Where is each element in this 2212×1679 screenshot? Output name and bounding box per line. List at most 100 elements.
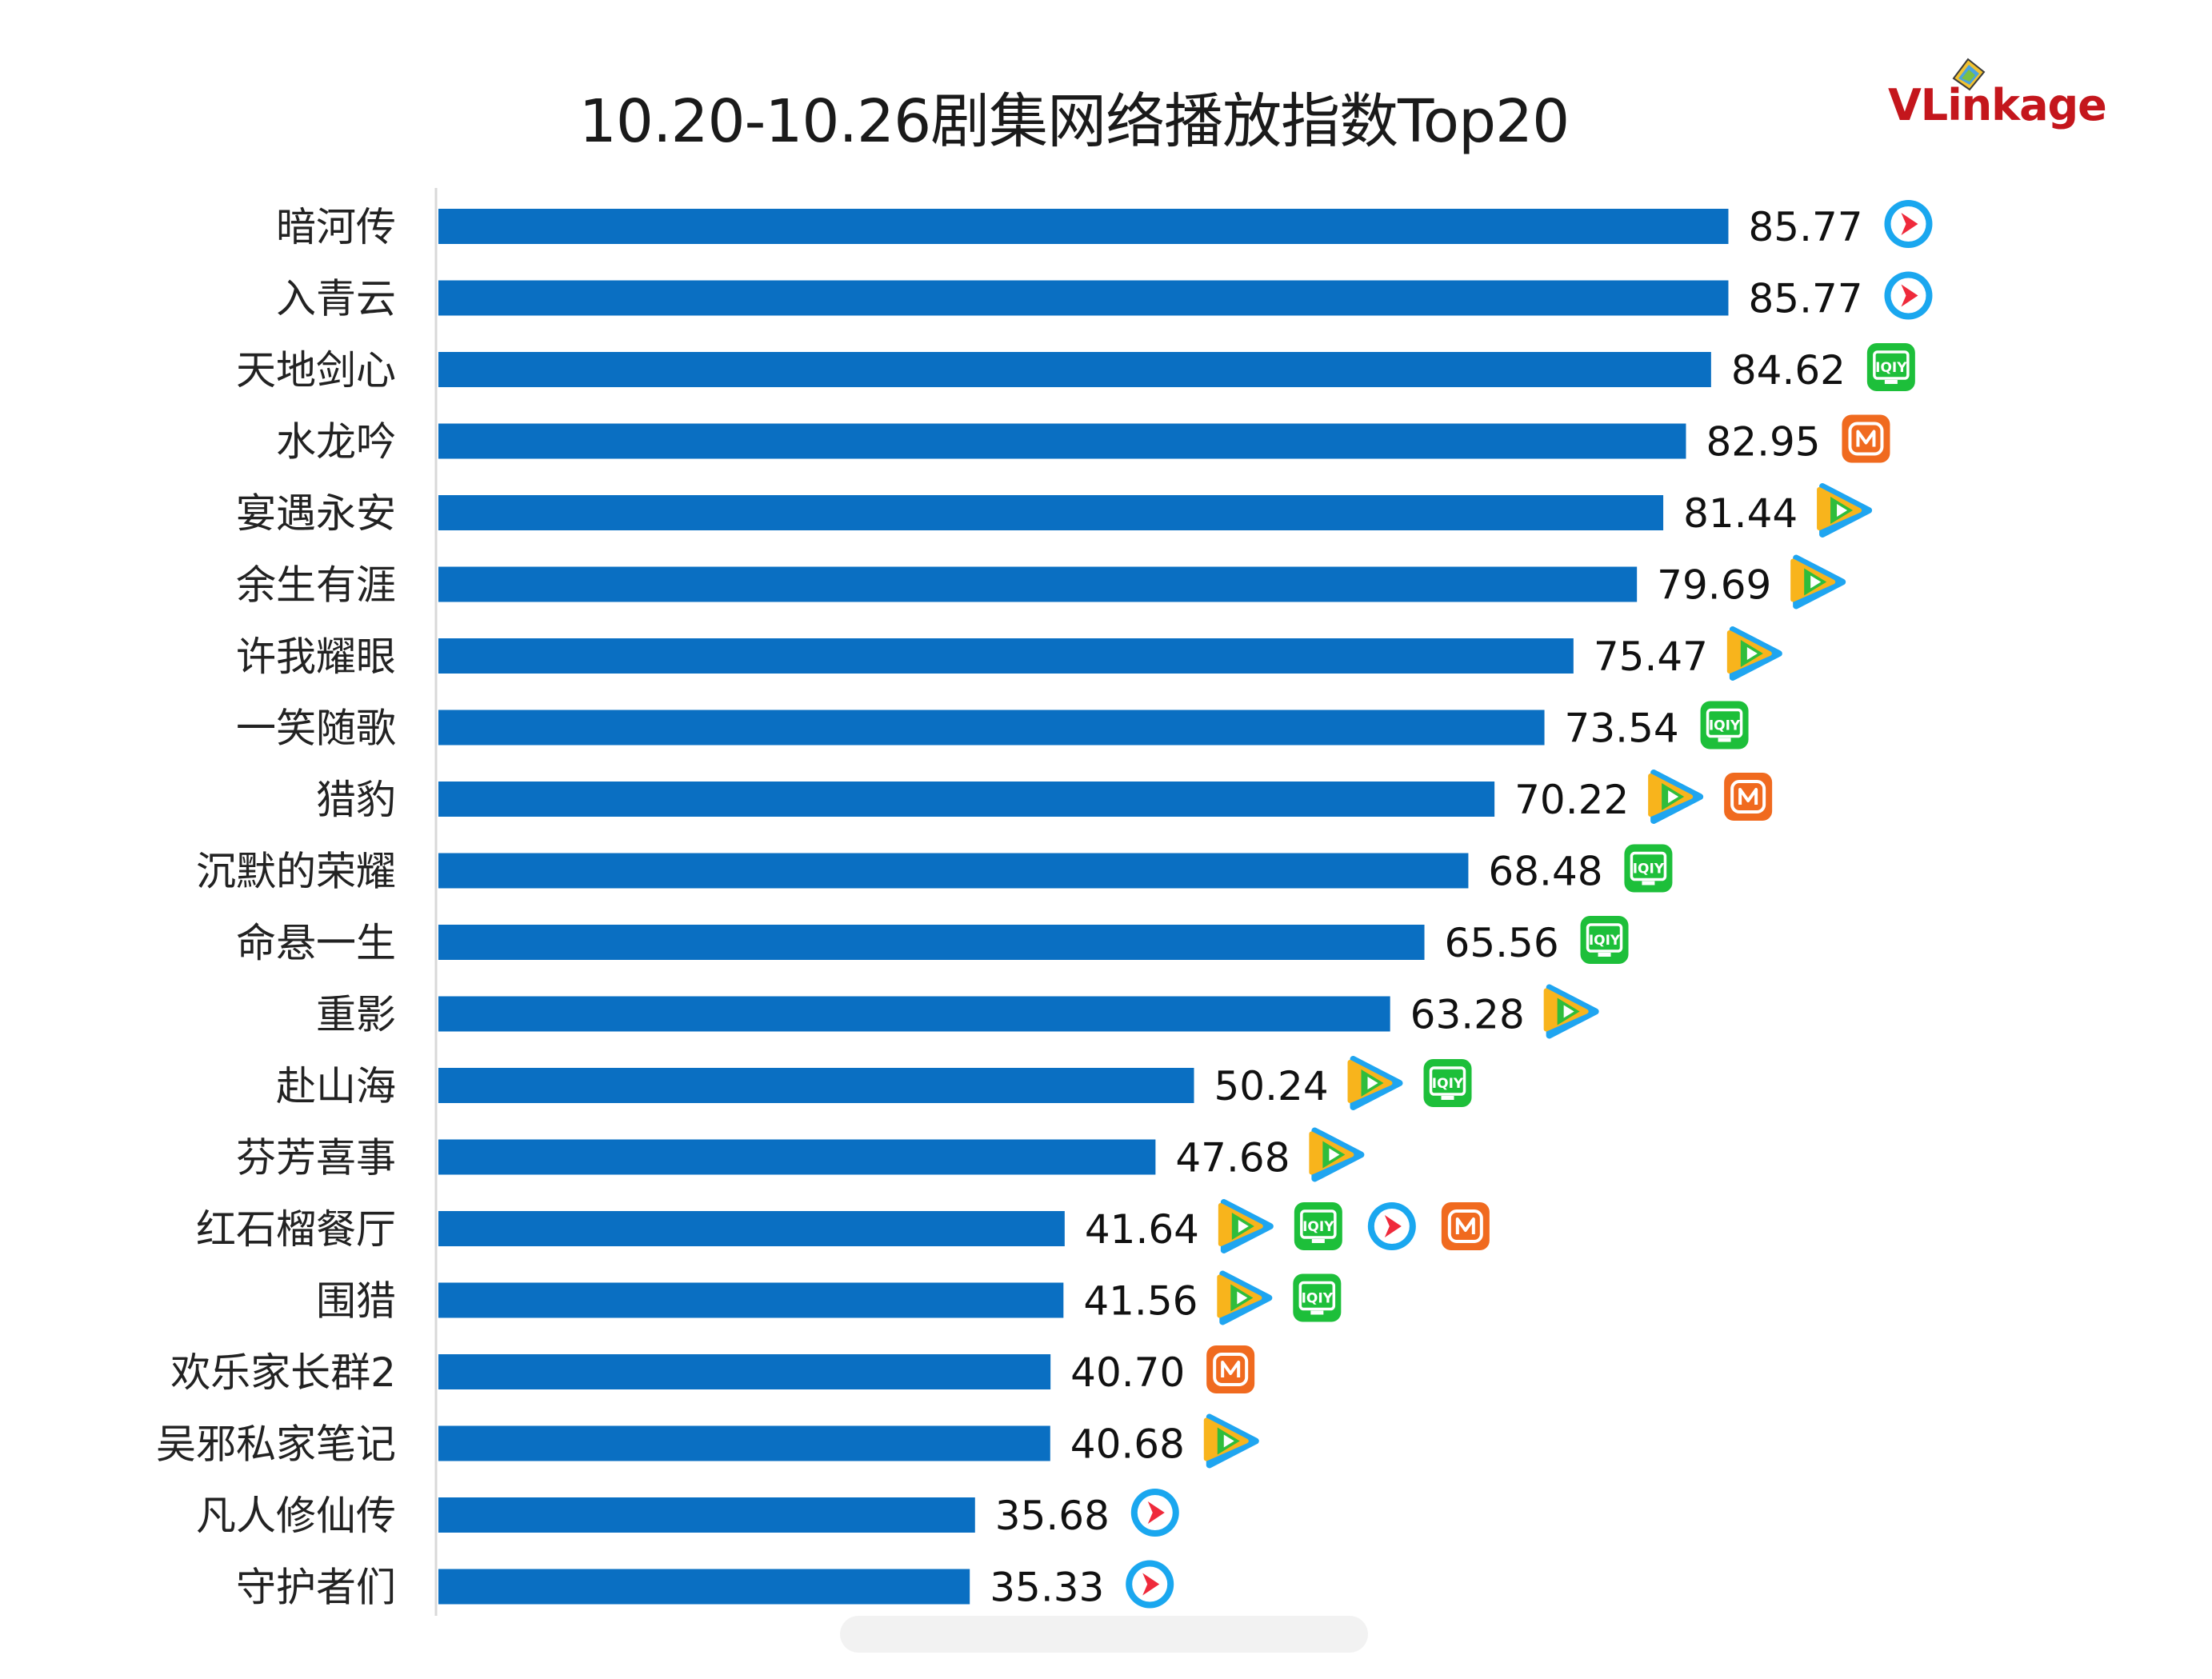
- youku-icon: [1130, 1489, 1179, 1537]
- category-label: 许我耀眼: [236, 634, 396, 680]
- tencent-video-icon: [1817, 483, 1873, 538]
- category-label: 欢乐家长群2: [170, 1349, 396, 1396]
- bar: [438, 710, 1545, 746]
- tencent-video-icon: [1203, 1413, 1259, 1469]
- tencent-video-icon: [1309, 1127, 1365, 1182]
- youku-icon: [1367, 1202, 1416, 1250]
- bar-row: 宴遇永安 81.44: [236, 483, 1873, 538]
- bar: [438, 1211, 1065, 1246]
- value-label: 75.47: [1594, 634, 1708, 680]
- svg-text:IQIY: IQIY: [1709, 718, 1741, 734]
- category-label: 吴邪私家笔记: [156, 1421, 396, 1468]
- category-label: 红石榴餐厅: [196, 1206, 396, 1253]
- bar: [438, 782, 1495, 817]
- youku-icon: [1126, 1560, 1174, 1609]
- category-label: 守护者们: [236, 1565, 396, 1611]
- value-label: 84.62: [1731, 347, 1846, 394]
- bar-row: 猎豹 70.22: [316, 770, 1773, 824]
- value-label: 70.22: [1514, 777, 1629, 823]
- iqiyi-icon: IQIY: [1624, 844, 1673, 893]
- bar-row: 芬芳喜事 47.68: [236, 1127, 1365, 1182]
- svg-text:IQIY: IQIY: [1302, 1219, 1334, 1235]
- bar: [438, 209, 1729, 244]
- bar-row: 一笑随歌 73.54 IQIY: [236, 701, 1749, 752]
- bar-row: 水龙吟 82.95: [276, 414, 1890, 466]
- bar-row: 天地剑心 84.62 IQIY: [236, 343, 1915, 394]
- value-label: 47.68: [1175, 1135, 1290, 1181]
- category-label: 沉默的荣耀: [196, 849, 396, 895]
- value-label: 41.56: [1083, 1278, 1198, 1325]
- bar: [438, 352, 1711, 387]
- category-label: 芬芳喜事: [236, 1135, 396, 1181]
- youku-icon: [1884, 271, 1933, 320]
- value-label: 68.48: [1488, 849, 1602, 895]
- value-label: 50.24: [1214, 1063, 1329, 1109]
- bar-row: 重影 63.28: [316, 984, 1599, 1039]
- bar: [438, 566, 1638, 602]
- bar: [438, 1569, 970, 1605]
- category-label: 赴山海: [276, 1063, 396, 1109]
- category-label: 入青云: [276, 276, 396, 322]
- svg-text:IQIY: IQIY: [1633, 861, 1665, 877]
- category-label: 宴遇永安: [236, 490, 396, 537]
- svg-text:IQIY: IQIY: [1432, 1076, 1464, 1092]
- bar: [438, 638, 1574, 674]
- mgtv-icon: [1724, 773, 1773, 821]
- bar: [438, 280, 1729, 316]
- category-label: 凡人修仙传: [196, 1493, 396, 1539]
- value-label: 85.77: [1748, 204, 1862, 250]
- bar: [438, 495, 1664, 530]
- iqiyi-icon: IQIY: [1700, 701, 1749, 750]
- value-label: 82.95: [1706, 419, 1820, 466]
- tencent-video-icon: [1218, 1199, 1274, 1253]
- bar-row: 围猎 41.56 IQIY: [316, 1270, 1342, 1325]
- bar-row: 守护者们 35.33: [236, 1560, 1174, 1611]
- bar-row: 余生有涯 79.69: [236, 554, 1846, 610]
- mgtv-icon: [1206, 1345, 1255, 1393]
- category-label: 天地剑心: [236, 347, 396, 394]
- category-label: 余生有涯: [236, 562, 396, 609]
- value-label: 65.56: [1445, 920, 1559, 966]
- mgtv-icon: [1842, 414, 1890, 463]
- bar: [438, 1139, 1156, 1175]
- value-label: 35.33: [990, 1565, 1104, 1611]
- logo-mark-icon: [1952, 58, 1986, 91]
- vlinkage-logo: VLinkage: [1888, 54, 2112, 142]
- bar-row: 欢乐家长群2 40.70: [170, 1345, 1255, 1396]
- watermark: [840, 1616, 1368, 1653]
- value-label: 81.44: [1683, 490, 1798, 537]
- tencent-video-icon: [1347, 1056, 1403, 1110]
- value-label: 35.68: [995, 1493, 1110, 1539]
- value-label: 79.69: [1657, 562, 1771, 609]
- bar-row: 凡人修仙传 35.68: [196, 1489, 1179, 1539]
- bar-row: 入青云 85.77: [276, 271, 1933, 322]
- bar-row: 沉默的荣耀 68.48 IQIY: [196, 844, 1673, 895]
- bar: [438, 1354, 1051, 1389]
- category-label: 围猎: [316, 1278, 396, 1325]
- mgtv-icon: [1441, 1202, 1490, 1250]
- value-label: 40.68: [1070, 1421, 1185, 1468]
- category-label: 命悬一生: [236, 920, 396, 966]
- iqiyi-icon: IQIY: [1293, 1273, 1342, 1322]
- tencent-video-icon: [1790, 554, 1846, 610]
- bar-row: 命悬一生 65.56 IQIY: [236, 916, 1629, 966]
- value-label: 41.64: [1085, 1206, 1199, 1253]
- youku-icon: [1884, 200, 1933, 248]
- category-label: 重影: [316, 992, 396, 1038]
- svg-text:IQIY: IQIY: [1875, 360, 1907, 376]
- bar-row: 许我耀眼 75.47: [236, 626, 1782, 681]
- tencent-video-icon: [1648, 770, 1704, 824]
- logo-text: VLinkage: [1888, 80, 2107, 130]
- value-label: 63.28: [1410, 992, 1525, 1038]
- category-label: 一笑随歌: [236, 706, 396, 752]
- value-label: 85.77: [1748, 276, 1862, 322]
- bar-row: 吴邪私家笔记 40.68: [156, 1413, 1259, 1469]
- tencent-video-icon: [1543, 984, 1599, 1039]
- bar: [438, 996, 1390, 1032]
- category-label: 暗河传: [276, 204, 396, 250]
- bar: [438, 423, 1686, 459]
- chart-title: 10.20-10.26剧集网络播放指数Top20: [578, 87, 1570, 156]
- bar: [438, 925, 1425, 960]
- tencent-video-icon: [1217, 1270, 1273, 1325]
